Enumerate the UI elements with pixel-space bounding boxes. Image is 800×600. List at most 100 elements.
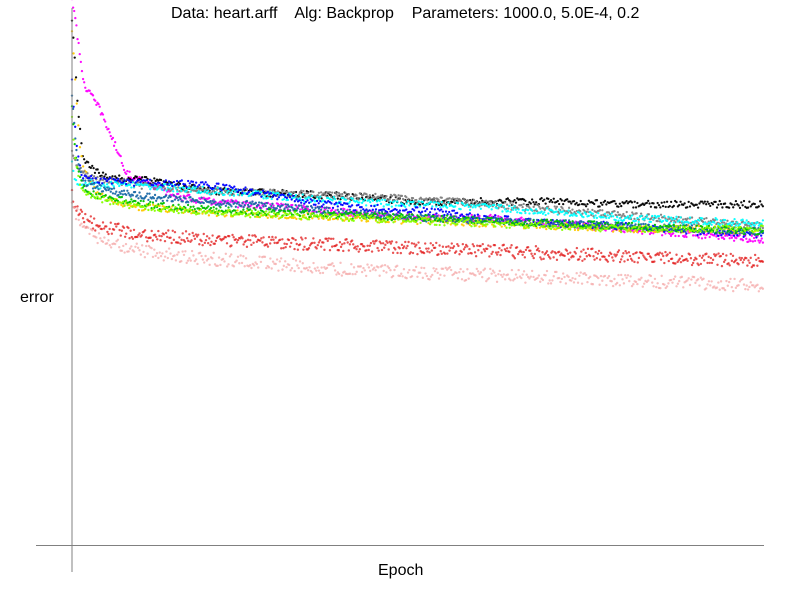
series-7-point <box>176 196 179 199</box>
series-5-point <box>200 191 203 194</box>
series-7-point <box>594 222 597 225</box>
series-3-point <box>416 222 419 226</box>
series-9-point <box>75 165 78 169</box>
series-10-point <box>224 236 228 239</box>
series-10-point <box>319 245 323 248</box>
series-5-point <box>381 198 384 201</box>
series-2-point <box>97 171 101 175</box>
series-6-point <box>188 182 191 185</box>
series-5-point <box>698 219 701 222</box>
series-7-point <box>231 199 234 203</box>
series-9-point <box>74 157 77 160</box>
series-2-point <box>759 200 762 203</box>
series-9-point <box>572 225 575 229</box>
series-9-point <box>470 225 473 228</box>
series-7-point <box>592 225 595 229</box>
series-6-point <box>448 210 451 214</box>
series-10-point <box>94 229 97 232</box>
series-4-point <box>74 158 77 162</box>
series-10-point <box>356 245 359 248</box>
series-4-point <box>452 200 456 204</box>
series-4-point <box>722 221 726 224</box>
series-7-point <box>109 190 112 193</box>
series-7-point <box>224 204 228 208</box>
series-5-point <box>165 189 168 192</box>
series-4-point <box>746 224 749 227</box>
series-1-point <box>758 241 761 244</box>
series-4-point <box>336 195 339 198</box>
series-4-point <box>639 212 643 215</box>
series-5-point <box>634 219 638 222</box>
series-9-point <box>626 229 629 232</box>
series-8-point <box>139 199 142 203</box>
series-9-point <box>460 218 464 221</box>
series-2-point <box>717 203 720 206</box>
series-6-point <box>476 213 480 216</box>
series-7-point <box>336 208 339 211</box>
series-2-point <box>679 200 682 203</box>
series-5-point <box>472 204 476 207</box>
series-10-point <box>278 238 282 242</box>
series-8-point <box>120 195 124 199</box>
series-2-point <box>543 198 546 201</box>
series-5-point <box>667 215 670 219</box>
series-6-point <box>424 209 427 213</box>
series-9-point <box>266 212 269 215</box>
series-6-point <box>306 199 309 202</box>
series-5-point <box>510 206 514 209</box>
series-9-point <box>241 212 244 216</box>
series-10-point <box>262 236 265 239</box>
series-2-point <box>682 203 685 206</box>
series-4-point <box>539 207 542 210</box>
series-9-point <box>583 226 586 230</box>
series-10-point <box>157 229 160 233</box>
series-7-point <box>243 203 246 207</box>
series-7-point <box>721 229 725 232</box>
series-9-point <box>336 216 339 220</box>
series-6-point <box>171 184 174 188</box>
series-6-point <box>295 198 298 201</box>
series-9-point <box>710 230 713 233</box>
series-6-point <box>94 177 98 180</box>
series-3-point <box>78 146 82 149</box>
series-2-point <box>301 195 304 199</box>
series-2-point <box>93 171 97 175</box>
series-4-point <box>591 208 594 212</box>
series-9-point <box>175 209 179 213</box>
series-4-point <box>344 191 347 195</box>
series-5-point <box>761 219 765 222</box>
series-9-point <box>352 219 355 222</box>
series-2-point <box>583 203 586 206</box>
series-9-point <box>732 229 736 233</box>
series-6-point <box>335 201 338 204</box>
series-9-point <box>557 226 561 229</box>
series-8-point <box>186 203 190 207</box>
series-7-point <box>110 187 114 191</box>
series-6-point <box>319 199 322 203</box>
series-4-point <box>451 197 455 200</box>
series-4-point <box>600 214 603 217</box>
series-6-point <box>145 178 148 182</box>
series-2-point <box>746 206 750 209</box>
series-5-point <box>211 192 214 195</box>
series-2-point <box>598 205 601 208</box>
series-4-point <box>335 193 338 196</box>
series-10-point <box>260 237 263 240</box>
series-8-point <box>288 210 291 213</box>
series-6-point <box>198 183 201 187</box>
series-4-point <box>338 193 342 196</box>
series-8-point <box>475 216 478 220</box>
series-5-point <box>478 203 481 206</box>
series-4-point <box>300 189 303 192</box>
series-5-point <box>228 194 232 197</box>
series-10-point <box>298 243 302 246</box>
series-5-point <box>474 206 477 209</box>
series-9-point <box>718 226 721 229</box>
series-7-point <box>482 217 486 220</box>
series-2-point <box>686 206 689 209</box>
series-8-point <box>323 210 326 213</box>
series-6-point <box>304 200 308 204</box>
series-10-point <box>338 241 342 244</box>
series-5-point <box>512 208 515 211</box>
